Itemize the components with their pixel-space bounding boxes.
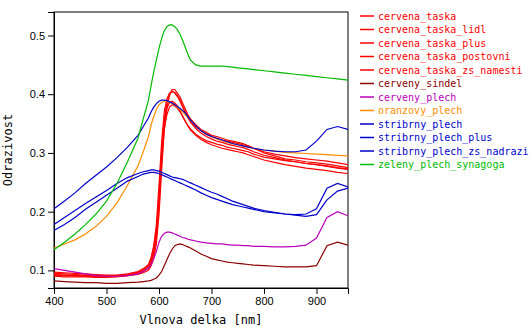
x-axis: 400 500 600 700 800 900: [45, 288, 348, 307]
tick-label: 900: [308, 295, 326, 307]
tick-mark: [107, 288, 108, 294]
tick-mark: [48, 153, 54, 154]
tick: 0.4: [30, 88, 54, 100]
legend-swatch: [360, 110, 374, 112]
tick-label: 500: [98, 295, 116, 307]
legend-label: cervena_taska: [378, 11, 456, 23]
axis-line: [48, 13, 55, 289]
series-line: [54, 25, 348, 250]
lines: [54, 25, 348, 283]
tick-mark: [264, 288, 265, 294]
tick-label: 600: [150, 295, 168, 307]
tick-label: 700: [203, 295, 221, 307]
series-line: [54, 212, 348, 277]
legend-item: zeleny_plech_synagoga: [360, 159, 504, 171]
tick-label: 0.3: [30, 147, 45, 159]
legend-label: cervena_taska_postovni: [378, 51, 510, 63]
legend-swatch: [360, 56, 374, 58]
legend-item: stribrny_plech_zs_nadrazi: [360, 146, 529, 158]
legend-label: stribrny_plech_plus: [378, 132, 492, 144]
legend-swatch: [360, 123, 374, 125]
legend-item: cervena_taska_zs_namesti: [360, 65, 523, 77]
tick-label: 800: [255, 295, 273, 307]
tick: 900: [308, 288, 326, 307]
tick-label: 0.4: [30, 88, 45, 100]
tick-mark: [48, 212, 54, 213]
legend-swatch: [360, 15, 374, 17]
tick: 400: [45, 288, 63, 307]
legend-item: cervena_taska: [360, 11, 456, 23]
legend-swatch: [360, 150, 374, 152]
tick: 600: [150, 288, 168, 307]
tick-mark: [317, 288, 318, 294]
legend-label: stribrny_plech_zs_nadrazi: [378, 146, 529, 158]
legend-label: cerveny_sindel: [378, 78, 462, 90]
tick-label: 0.2: [30, 206, 45, 218]
legend-item: oranzovy_plech: [360, 105, 462, 117]
legend-swatch: [360, 96, 374, 98]
tick: 0.3: [30, 147, 54, 159]
legend-item: stribrny_plech: [360, 119, 462, 131]
legend-label: cervena_taska_plus: [378, 38, 486, 50]
legend-swatch: [360, 69, 374, 71]
tick-mark: [48, 35, 54, 36]
legend-item: cervena_taska_postovni: [360, 51, 510, 63]
legend-swatch: [360, 164, 374, 166]
plot: 400 500 600 700 800 900 0.1 0.2 0.3 0.4 0.5 Vlnova …: [1, 12, 349, 327]
legend-item: cerveny_plech: [360, 92, 456, 104]
chart: 400 500 600 700 800 900 0.1 0.2 0.3 0.4 0.5 Vlnova …: [0, 0, 530, 330]
axis-line: [55, 289, 349, 295]
legend-swatch: [360, 83, 374, 85]
series-line: [54, 242, 348, 283]
series-line: [54, 91, 348, 277]
series-line: [54, 101, 348, 248]
series-line: [54, 91, 348, 276]
legend-label: stribrny_plech: [378, 119, 462, 131]
tick: 0.1: [30, 264, 54, 276]
tick: 0.5: [30, 30, 54, 42]
series-line: [54, 101, 348, 275]
tick-mark: [48, 94, 54, 95]
tick-label: 0.1: [30, 264, 45, 276]
y-axis: 0.1 0.2 0.3 0.4 0.5: [30, 13, 55, 289]
x-axis-title: Vlnova delka [nm]: [140, 313, 263, 327]
tick-mark: [48, 270, 54, 271]
legend-label: cerveny_plech: [378, 92, 456, 104]
legend-item: cervena_taska_lidl: [360, 24, 486, 36]
legend-swatch: [360, 42, 374, 44]
tick-mark: [159, 288, 160, 294]
legend-label: cervena_taska_lidl: [378, 24, 486, 36]
legend-label: cervena_taska_zs_namesti: [378, 65, 523, 77]
plot-frame: [54, 12, 348, 288]
tick: 800: [255, 288, 273, 307]
y-axis-title: Odrazivost: [1, 114, 15, 186]
series-line: [54, 90, 348, 277]
legend-item: stribrny_plech_plus: [360, 132, 492, 144]
tick-label: 0.5: [30, 30, 45, 42]
legend-label: oranzovy_plech: [378, 105, 462, 117]
series-line: [54, 172, 348, 230]
tick: 500: [98, 288, 116, 307]
legend-item: cervena_taska_plus: [360, 38, 486, 50]
tick: 0.2: [30, 206, 54, 218]
series-line: [54, 170, 348, 225]
legend-swatch: [360, 137, 374, 139]
tick-mark: [212, 288, 213, 294]
tick-label: 400: [45, 295, 63, 307]
tick: 700: [203, 288, 221, 307]
legend-swatch: [360, 29, 374, 31]
legend-item: cerveny_sindel: [360, 78, 462, 90]
legend-label: zeleny_plech_synagoga: [378, 159, 504, 171]
legend: cervena_taskacervena_taska_lidl cervena_t…: [360, 11, 529, 172]
